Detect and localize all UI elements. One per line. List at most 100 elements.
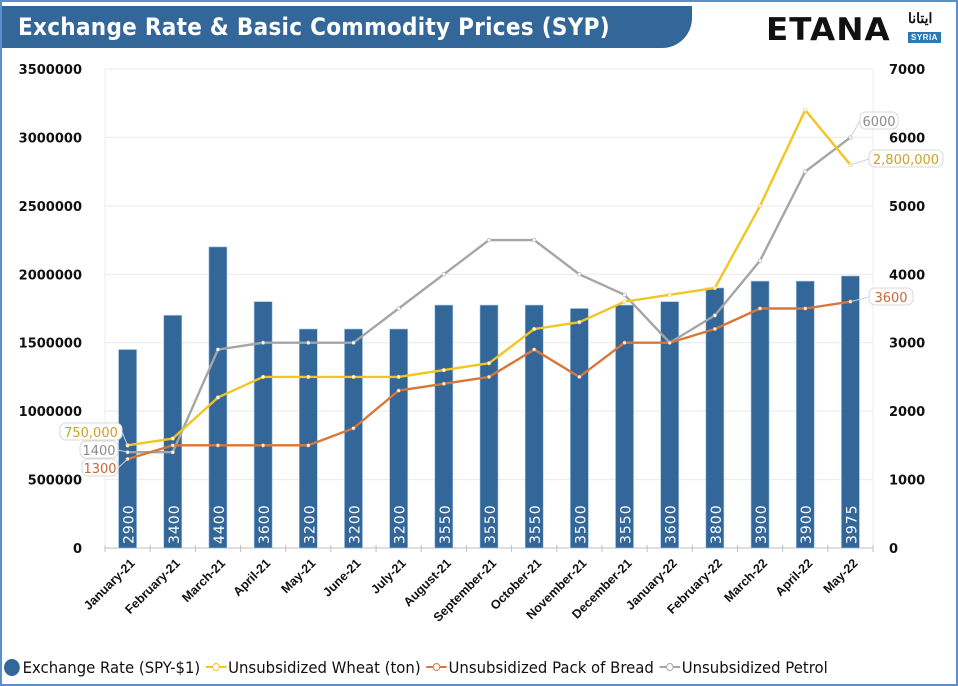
petrol-point-marker: [441, 272, 446, 277]
right-axis-tick-label: 7000: [889, 63, 925, 78]
wheat-point-marker: [622, 299, 627, 304]
x-axis-category-label: March-21: [179, 556, 228, 605]
legend-item-bread: Unsubsidized Pack of Bread: [426, 658, 654, 677]
bar-value-label: 3975: [844, 504, 860, 544]
wheat-point-marker: [215, 395, 221, 400]
petrol-point-marker: [532, 237, 537, 243]
petrol-point-marker: [261, 340, 266, 345]
annotation-leader: [117, 449, 128, 453]
left-axis-tick-label: 500000: [28, 474, 82, 489]
bar-value-label: 3550: [528, 504, 544, 544]
petrol-point-marker: [712, 313, 717, 318]
exchange-rate-bar: [570, 308, 589, 549]
bar-value-label: 3200: [393, 504, 409, 544]
left-axis-tick-label: 2000000: [19, 268, 82, 283]
annotation-box: [868, 287, 914, 306]
annotation-leader: [850, 158, 870, 166]
annotation-leader: [849, 120, 861, 138]
exchange-rate-bar: [389, 328, 408, 549]
x-axis-category-label: April-22: [773, 556, 816, 599]
bar-value-label: 3500: [573, 504, 589, 544]
bread-point-marker: [577, 374, 582, 380]
exchange-rate-bar: [118, 349, 137, 549]
x-axis-category-label: July-21: [368, 556, 408, 596]
left-axis-tick-label: 1000000: [19, 405, 82, 420]
annotation-label: 6000: [862, 115, 895, 130]
wheat-point-marker: [757, 203, 763, 208]
bread-point-marker: [396, 388, 401, 393]
bar-value-label: 3550: [438, 504, 454, 544]
wheat-point-marker: [712, 285, 717, 291]
annotation-label: 3600: [874, 291, 907, 306]
bar-value-label: 3200: [347, 504, 363, 544]
left-axis-tick-label: 1500000: [19, 337, 82, 352]
wheat-point-marker: [577, 320, 582, 325]
wheat-point-marker: [351, 374, 356, 380]
bar-value-label: 3600: [664, 504, 680, 544]
legend-item-exchange-rate: Exchange Rate (SPY-$1): [4, 658, 200, 677]
bread-point-marker: [170, 443, 175, 448]
bar-value-label: 3400: [167, 504, 183, 544]
wheat-point-marker: [261, 374, 266, 380]
annotation-leader: [117, 458, 128, 469]
bar-series-exchange-rate: 2900 3400 4400 3600 3200 3200 3200 3550 3550 3550…: [118, 246, 860, 549]
petrol-point-marker: [215, 347, 221, 352]
exchange-rate-bar: [524, 304, 544, 549]
left-axis-ticks: 0 500000 1000000 1500000 2000000 2500000 30000…: [19, 63, 82, 557]
petrol-point-marker: [306, 340, 311, 345]
bread-point-marker: [486, 374, 492, 380]
bread-point-marker: [261, 443, 266, 448]
right-axis-tick-label: 5000: [889, 200, 925, 215]
petrol-point-marker: [396, 306, 401, 311]
bread-point-marker: [215, 443, 221, 448]
right-axis-tick-label: 4000: [889, 268, 925, 283]
legend: Exchange Rate (SPY-$1) Unsubsidized Whea…: [4, 654, 833, 680]
petrol-point-marker: [803, 169, 808, 174]
bar-value-label: 3800: [709, 504, 725, 544]
legend-label: Unsubsidized Petrol: [681, 657, 828, 677]
legend-line-marker-icon: [426, 659, 447, 675]
right-axis-tick-label: 1000: [889, 474, 925, 489]
right-axis-tick-label: 0: [889, 542, 898, 557]
exchange-rate-bar: [298, 328, 318, 549]
exchange-rate-bar: [344, 328, 363, 549]
annotation-label: 1300: [83, 462, 116, 477]
wheat-point-marker: [441, 367, 446, 373]
bar-value-label: 3550: [483, 504, 499, 544]
legend-line-marker-icon: [659, 659, 680, 675]
bread-point-marker: [667, 340, 672, 345]
x-axis-category-label: June-21: [320, 556, 363, 599]
wheat-point-marker: [532, 326, 537, 332]
left-axis-tick-label: 2500000: [19, 200, 82, 215]
left-axis-tick-label: 3000000: [19, 131, 82, 146]
bar-value-label: 2900: [122, 504, 138, 544]
bread-point-marker: [757, 306, 763, 311]
wheat-point-marker: [667, 292, 672, 297]
exchange-rate-bar: [750, 280, 770, 549]
title-banner: Exchange Rate & Basic Commodity Prices (…: [2, 6, 692, 48]
exchange-rate-bar: [479, 304, 499, 549]
bread-point-marker: [441, 381, 446, 386]
left-axis-tick-label: 3500000: [19, 63, 82, 78]
annotation-label: 1400: [82, 444, 115, 459]
wheat-point-marker: [306, 374, 311, 380]
right-axis-tick-label: 3000: [889, 337, 925, 352]
bread-point-marker: [803, 306, 808, 311]
petrol-point-marker: [577, 272, 582, 277]
x-axis-category-label: May-21: [279, 556, 319, 596]
right-axis-tick-label: 2000: [889, 405, 925, 420]
line-series: [125, 107, 853, 462]
annotation-box: [868, 149, 944, 168]
petrol-point-marker: [351, 340, 356, 345]
bread-point-marker: [622, 340, 627, 345]
legend-line-marker-icon: [205, 659, 227, 675]
legend-item-petrol: Unsubsidized Petrol: [659, 657, 828, 677]
annotation-box: [859, 111, 899, 130]
legend-item-wheat: Unsubsidized Wheat (ton): [205, 658, 421, 677]
chart-title: Exchange Rate & Basic Commodity Prices (…: [18, 13, 610, 41]
wheat-point-marker: [170, 436, 175, 441]
wheat-point-marker: [486, 361, 492, 366]
annotation-label: 2,800,000: [873, 153, 939, 168]
bar-value-label: 3600: [257, 504, 273, 544]
